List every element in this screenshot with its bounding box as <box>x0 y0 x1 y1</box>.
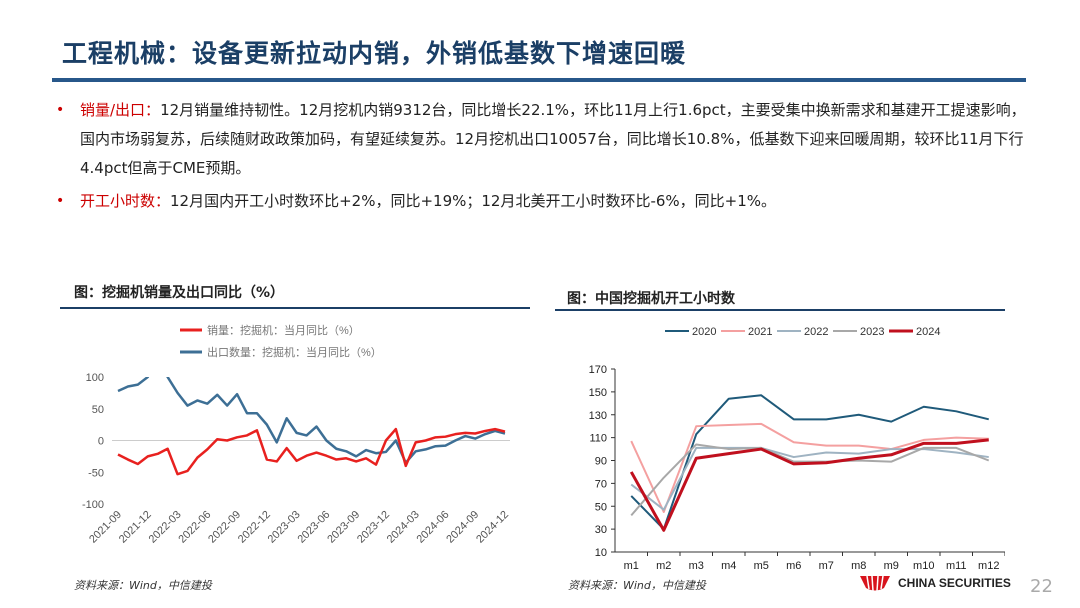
x-tick-label: 2024-12 <box>474 509 511 546</box>
x-tick-label: m11 <box>946 560 967 572</box>
series-line-2024 <box>629 438 989 532</box>
legend-label-0: 销量：挖掘机：当月同比（%） <box>207 323 360 337</box>
right-chart-title: 图：中国挖掘机开工小时数 <box>567 291 735 307</box>
y-tick-label: 50 <box>92 404 104 416</box>
y-tick-label: 100 <box>86 372 104 384</box>
legend-label-2021: 2021 <box>748 326 772 338</box>
bullet-sales-export: • 销量/出口：12月销量维持韧性。12月挖机内销9312台，同比增长22.1%… <box>56 96 1026 183</box>
y-tick-label: 30 <box>595 524 607 536</box>
logo-mark-icon <box>860 575 890 592</box>
x-tick-label: m1 <box>624 560 639 572</box>
x-tick-label: m2 <box>656 560 671 572</box>
y-tick-label: 0 <box>98 436 104 448</box>
y-tick-label: 10 <box>595 547 607 559</box>
series-line-0 <box>117 427 506 476</box>
y-tick-label: 70 <box>595 478 607 490</box>
right-chart-source: 资料来源：Wind，中信建投 <box>568 579 706 592</box>
legend-label-2020: 2020 <box>692 326 716 338</box>
x-tick-label: m10 <box>913 560 934 572</box>
bullet-text: 12月国内开工小时数环比+2%，同比+19%；12月北美开工小时数环比-6%，同… <box>170 192 777 210</box>
left-chart-title: 图：挖掘机销量及出口同比（%） <box>74 285 285 301</box>
x-tick-label: m7 <box>819 560 834 572</box>
x-tick-label: m6 <box>786 560 801 572</box>
bullet-key: 开工小时数： <box>80 192 171 210</box>
left-chart-source: 资料来源：Wind，中信建投 <box>74 579 212 592</box>
legend-label-2023: 2023 <box>860 326 884 338</box>
x-tick-label: m4 <box>721 560 736 572</box>
x-tick-label: m9 <box>884 560 899 572</box>
china-securities-logo: CHINA SECURITIES <box>858 574 1011 592</box>
bullet-operating-hours: • 开工小时数：12月国内开工小时数环比+2%，同比+19%；12月北美开工小时… <box>56 187 1026 216</box>
series-line-1 <box>117 377 506 464</box>
legend-label-1: 出口数量：挖掘机：当月同比（%） <box>207 345 382 359</box>
operating-hours-chart: 2020 2021 2022 2023 2024 170 150 130 110 90 70 50 30… <box>589 326 1005 572</box>
x-tick-label: m3 <box>689 560 704 572</box>
y-tick-label: -50 <box>88 467 104 479</box>
excavator-sales-export-chart: 销量：挖掘机：当月同比（%） 出口数量：挖掘机：当月同比（%） 100 50 0 -50 -… <box>82 323 511 546</box>
legend-label-2024: 2024 <box>916 326 940 338</box>
y-tick-label: 90 <box>595 456 607 468</box>
legend-label-2022: 2022 <box>804 326 828 338</box>
y-tick-label: 130 <box>589 410 607 422</box>
bullet-key: 销量/出口： <box>80 101 161 119</box>
series-line-2021 <box>630 422 989 513</box>
y-tick-label: 170 <box>589 364 607 376</box>
series-line-2022 <box>630 446 989 511</box>
bullet-text: 12月销量维持韧性。12月挖机内销9312台，同比增长22.1%，环比11月上行… <box>80 101 1026 177</box>
x-tick-label: m8 <box>851 560 866 572</box>
bullet-icon: • <box>56 102 65 118</box>
y-tick-label: 50 <box>595 501 607 513</box>
title-divider <box>52 78 1026 82</box>
logo-text: CHINA SECURITIES <box>898 576 1011 590</box>
y-tick-label: -100 <box>82 499 104 511</box>
y-tick-label: 150 <box>589 387 607 399</box>
left-chart-divider <box>60 307 530 309</box>
x-tick-label: m12 <box>978 560 999 572</box>
y-tick-label: 110 <box>589 433 607 445</box>
right-chart-divider <box>555 309 1005 311</box>
page-title: 工程机械：设备更新拉动内销，外销低基数下增速回暖 <box>62 39 687 68</box>
page-number: 22 <box>1030 576 1053 597</box>
bullet-icon: • <box>56 193 65 209</box>
series-line-2023 <box>630 443 990 517</box>
x-tick-label: m5 <box>754 560 769 572</box>
bullet-list: • 销量/出口：12月销量维持韧性。12月挖机内销9312台，同比增长22.1%… <box>56 96 1026 216</box>
